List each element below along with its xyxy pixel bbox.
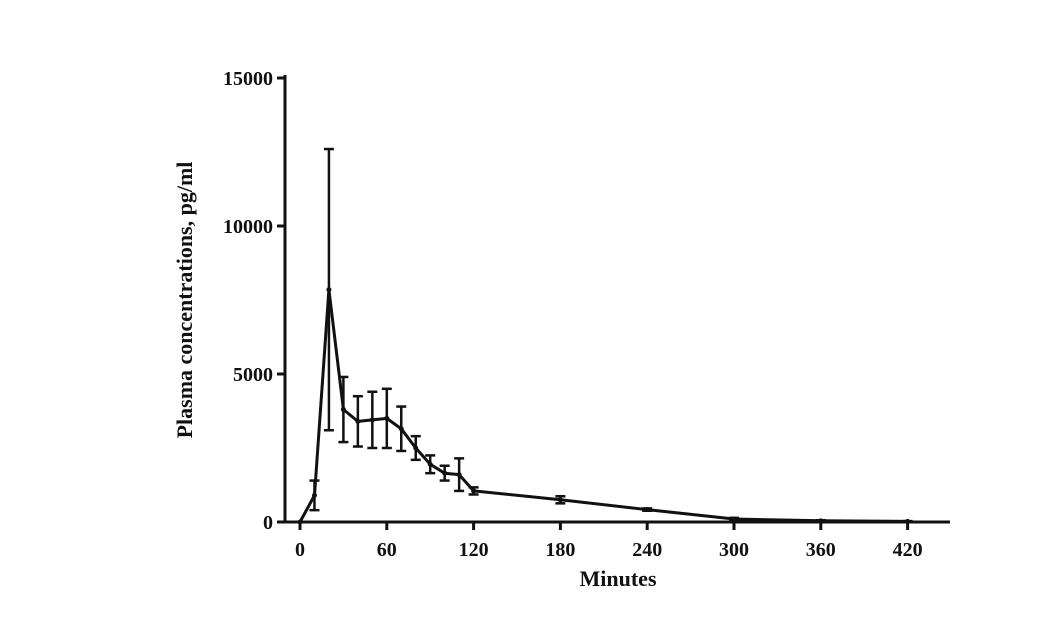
data-point (384, 415, 390, 421)
data-point (731, 516, 737, 522)
series-line (298, 288, 908, 523)
data-point (557, 497, 563, 503)
x-tick-label: 420 (893, 539, 923, 561)
y-tick-label: 10000 (223, 216, 273, 238)
plot-marks (297, 147, 913, 525)
data-point (413, 445, 419, 451)
x-tick-label: 60 (377, 539, 397, 561)
x-tick-label: 120 (459, 539, 489, 561)
x-tick-label: 240 (632, 539, 662, 561)
data-point (355, 418, 361, 424)
data-point (297, 519, 303, 525)
x-tick-label: 360 (806, 539, 836, 561)
data-point (398, 426, 404, 432)
x-tick-label: 0 (295, 539, 305, 561)
x-tick-label: 180 (545, 539, 575, 561)
data-point (644, 507, 650, 513)
data-point (442, 470, 448, 476)
x-axis-title: Minutes (580, 566, 657, 591)
y-tick-label: 5000 (233, 364, 273, 386)
y-tick-label: 15000 (223, 68, 273, 90)
data-point (369, 417, 375, 423)
y-tick-label: 0 (263, 512, 273, 534)
data-point (456, 472, 462, 478)
axes (277, 75, 950, 530)
data-point (905, 518, 911, 524)
data-point (471, 488, 477, 494)
data-point (311, 492, 317, 498)
y-axis-title: Plasma concentrations, pg/ml (172, 162, 197, 439)
data-point (340, 407, 346, 413)
data-point (427, 461, 433, 467)
tick-labels: 0 5000 10000 15000 0 60 120 180 240 300 360 420 (223, 68, 923, 561)
data-point (326, 287, 332, 293)
data-point (818, 518, 824, 524)
x-tick-label: 300 (719, 539, 749, 561)
